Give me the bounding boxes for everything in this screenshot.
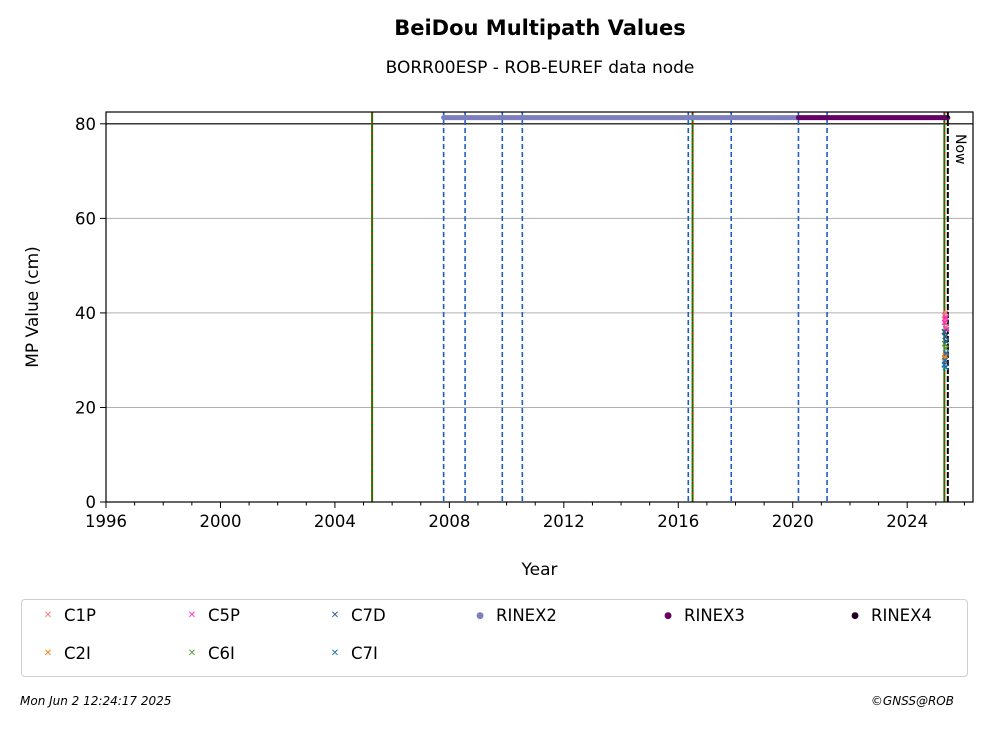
y-tick-label: 80: [75, 115, 96, 134]
legend-item-c7i: ✕ C7I: [327, 644, 378, 663]
y-axis-label: MP Value (cm): [23, 246, 43, 368]
x-axis-label: Year: [521, 560, 558, 580]
legend-label: C5P: [208, 606, 240, 625]
y-tick-label: 20: [75, 398, 96, 417]
x-tick-label: 2012: [543, 512, 585, 531]
x-tick-label: 2016: [657, 512, 699, 531]
data-point-c1p: [942, 309, 949, 316]
data-point-c7d: [942, 333, 949, 340]
data-point-c5p: [942, 314, 949, 321]
y-tick-label: 60: [75, 209, 96, 228]
x-tick-label: 1996: [85, 512, 127, 531]
y-tick-label: 40: [75, 304, 96, 323]
legend-label: C7D: [351, 606, 386, 625]
legend-item-c5p: ✕ C5P: [184, 606, 240, 625]
legend-label: C6I: [208, 644, 235, 663]
data-point-c7i: [942, 364, 949, 371]
data-point-c5p: [941, 319, 948, 326]
legend-marker: ●: [664, 610, 672, 621]
data-point-stroke: [942, 333, 949, 340]
legend-marker: ✕: [330, 609, 340, 621]
data-point-stroke: [941, 319, 948, 326]
legend-label: C7I: [351, 644, 378, 663]
legend-marker: ●: [851, 610, 859, 621]
legend-label: C2I: [64, 644, 91, 663]
chart-legend: ✕ C1P ✕ C5P ✕ C7D ● RINEX2 ● RINEX3 ● RINEX4 ✕ C2I ✕ C6…: [21, 599, 968, 677]
footer-timestamp: Mon Jun 2 12:24:17 2025: [20, 694, 172, 708]
y-tick-label: 0: [86, 493, 97, 512]
data-point-c7i: [941, 357, 948, 364]
chart-title: BeiDou Multipath Values: [394, 16, 686, 40]
data-point-stroke: [941, 361, 948, 368]
legend-item-rinex3: ● RINEX3: [660, 606, 745, 625]
x-tick-label: 2008: [428, 512, 470, 531]
data-point-stroke: [942, 345, 949, 352]
data-point-stroke: [941, 328, 948, 335]
chart-subtitle: BORR00ESP - ROB-EUREF data node: [385, 58, 695, 78]
data-point-stroke: [943, 338, 950, 345]
legend-item-rinex2: ● RINEX2: [472, 606, 557, 625]
legend-label: RINEX4: [871, 606, 932, 625]
legend-marker: ✕: [187, 609, 197, 621]
data-point-c7d: [941, 328, 948, 335]
footer-credit: ©GNSS@ROB: [870, 694, 954, 708]
plot-frame: [105, 111, 974, 503]
chart-canvas: Now 1996 2000 2004 2008 2012 2016 2020 2024 0 20 40…: [23, 111, 974, 580]
data-point-c6i: [942, 345, 949, 352]
x-tick-label: 2000: [199, 512, 241, 531]
data-point-stroke: [942, 314, 949, 321]
now-label: Now: [952, 134, 968, 165]
data-point-stroke: [943, 324, 950, 331]
data-point-stroke: [942, 364, 949, 371]
legend-label: RINEX2: [496, 606, 557, 625]
legend-marker: ✕: [43, 647, 53, 659]
legend-marker: ✕: [330, 647, 340, 659]
legend-item-c7d: ✕ C7D: [327, 606, 386, 625]
legend-marker: ●: [476, 610, 484, 621]
data-point-c7d: [943, 338, 950, 345]
legend-item-c2i: ✕ C2I: [40, 644, 91, 663]
data-point-stroke: [943, 350, 950, 357]
legend-item-rinex4: ● RINEX4: [847, 606, 932, 625]
legend-marker: ✕: [187, 647, 197, 659]
data-point-stroke: [941, 357, 948, 364]
data-point-stroke: [942, 309, 949, 316]
legend-label: RINEX3: [684, 606, 745, 625]
legend-label: C1P: [64, 606, 96, 625]
x-tick-label: 2020: [772, 512, 814, 531]
legend-marker: ✕: [43, 609, 53, 621]
legend-item-c1p: ✕ C1P: [40, 606, 96, 625]
x-tick-label: 2024: [886, 512, 928, 531]
data-point-c7i: [943, 350, 950, 357]
x-tick-label: 2004: [314, 512, 356, 531]
legend-item-c6i: ✕ C6I: [184, 644, 235, 663]
